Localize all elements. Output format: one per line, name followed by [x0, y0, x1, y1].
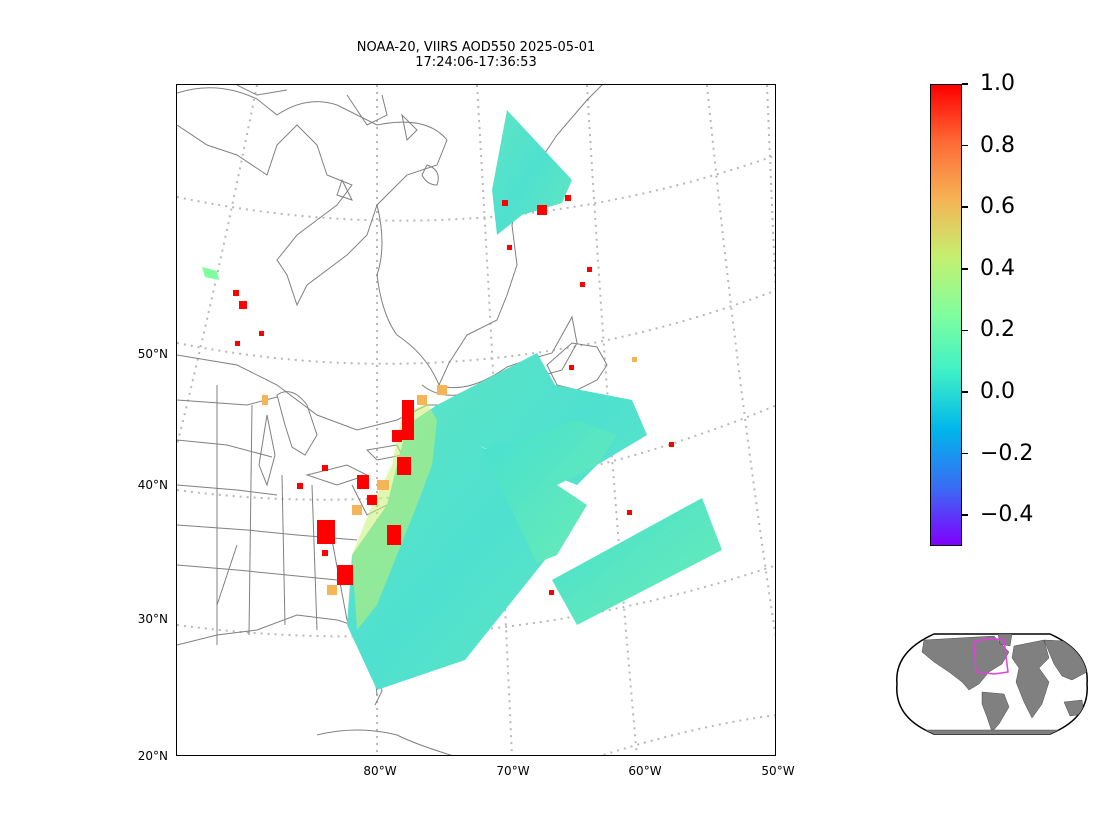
- aod-point: [297, 483, 303, 489]
- parallel-line: [177, 564, 775, 638]
- aod-swaths: [202, 110, 722, 690]
- aod-point: [397, 457, 411, 475]
- parallel-line: [177, 404, 775, 501]
- aod-point: [569, 365, 574, 370]
- lat-label-30: 30°N: [137, 612, 168, 626]
- hudson-bay-coast: [177, 87, 448, 307]
- aod-point: [587, 267, 592, 272]
- gulf-coast: [177, 614, 373, 646]
- aod-point: [367, 495, 377, 505]
- parallel-line: [600, 714, 775, 755]
- title-line-1: NOAA-20, VIIRS AOD550 2025-05-01: [356, 40, 596, 55]
- south-america-shape: [981, 691, 1010, 733]
- aod-point: [259, 331, 264, 336]
- quebec-coast: [438, 315, 578, 389]
- colorbar-tick-mark: [962, 329, 968, 332]
- aod-point: [402, 400, 414, 440]
- arctic-islands: [236, 85, 439, 201]
- aod-swath-labrador: [492, 110, 572, 235]
- aod-point: [669, 442, 674, 447]
- aod-swath-offshore: [552, 498, 722, 625]
- colorbar-tick-label: 0.4: [980, 255, 1015, 281]
- aod-point: [437, 385, 447, 395]
- labrador-coast: [376, 85, 603, 387]
- cuba: [316, 729, 453, 755]
- lon-label-80w: 80°W: [363, 764, 397, 778]
- aod-high-points: [233, 195, 674, 595]
- aod-point: [392, 430, 402, 442]
- aod-point: [262, 395, 268, 405]
- colorbar-tick-mark: [962, 391, 968, 393]
- meridian-line: [706, 85, 775, 639]
- aod-mid-points: [262, 357, 637, 595]
- colorbar-tick-label: 0.2: [980, 317, 1015, 343]
- parallel-line: [177, 154, 775, 222]
- colorbar-tick-mark: [962, 452, 968, 455]
- lat-label-20: 20°N: [137, 749, 168, 763]
- aod-point: [632, 357, 637, 362]
- title-line-2: 17:24:06-17:36:53: [415, 55, 537, 70]
- aod-point: [239, 301, 247, 309]
- aod-high-band: [352, 403, 437, 630]
- colorbar-tick-mark: [962, 83, 968, 85]
- colorbar-tick-label: −0.4: [980, 502, 1034, 528]
- lon-label-50w: 50°W: [761, 764, 795, 778]
- newfoundland: [546, 342, 608, 391]
- lake-michigan: [258, 414, 276, 487]
- aod-point: [580, 282, 585, 287]
- aod-point: [377, 480, 389, 490]
- colorbar-tick-label: 1.0: [980, 71, 1015, 96]
- greenland-shape: [997, 634, 1013, 647]
- aod-point: [357, 475, 369, 489]
- aod-point: [502, 200, 508, 206]
- aod-point: [322, 465, 328, 471]
- aod-point: [352, 505, 362, 515]
- europe-africa-shape: [1011, 639, 1050, 719]
- colorbar: [930, 84, 962, 546]
- colorbar-tick-mark: [962, 206, 968, 208]
- map-title: NOAA-20, VIIRS AOD550 2025-05-01 17:24:0…: [176, 40, 776, 70]
- aod-point: [537, 205, 547, 215]
- meridian-line: [766, 85, 775, 295]
- aod-point: [233, 290, 239, 296]
- lat-label-50: 50°N: [137, 347, 168, 361]
- aod-swath-atlantic: [483, 420, 617, 563]
- colorbar-tick-mark: [962, 514, 968, 516]
- lon-label-70w: 70°W: [496, 764, 530, 778]
- aod-point: [322, 550, 328, 556]
- us-state-borders: [177, 385, 443, 645]
- aod-point: [387, 525, 401, 545]
- map-panel[interactable]: [176, 84, 776, 756]
- colorbar-tick-mark: [962, 144, 968, 147]
- aod-point: [317, 520, 335, 544]
- aod-point: [417, 395, 427, 405]
- inset-land: [913, 634, 1088, 734]
- lon-label-60w: 60°W: [628, 764, 662, 778]
- parallel-line: [177, 289, 775, 365]
- aod-patch-hudson: [202, 267, 219, 280]
- great-lakes: [276, 391, 318, 456]
- aod-point: [337, 565, 353, 585]
- aod-point: [235, 341, 240, 346]
- colorbar-tick-label: 0.0: [980, 379, 1015, 404]
- aod-point: [507, 245, 512, 250]
- inset-domain-highlight: [973, 638, 1009, 675]
- aod-point: [565, 195, 571, 201]
- aod-point: [327, 585, 337, 595]
- north-america-shape: [921, 635, 1010, 691]
- aod-point: [627, 510, 632, 515]
- colorbar-tick-label: −0.2: [980, 440, 1034, 466]
- aod-point: [549, 590, 554, 595]
- colorbar-tick-mark: [962, 268, 968, 270]
- colorbar-tick-label: 0.8: [980, 132, 1015, 158]
- colorbar-tick-label: 0.6: [980, 194, 1015, 220]
- world-inset-map: [896, 633, 1088, 735]
- antarctica-shape: [913, 729, 1071, 734]
- map-canvas: [177, 85, 775, 755]
- lat-label-40: 40°N: [137, 478, 168, 492]
